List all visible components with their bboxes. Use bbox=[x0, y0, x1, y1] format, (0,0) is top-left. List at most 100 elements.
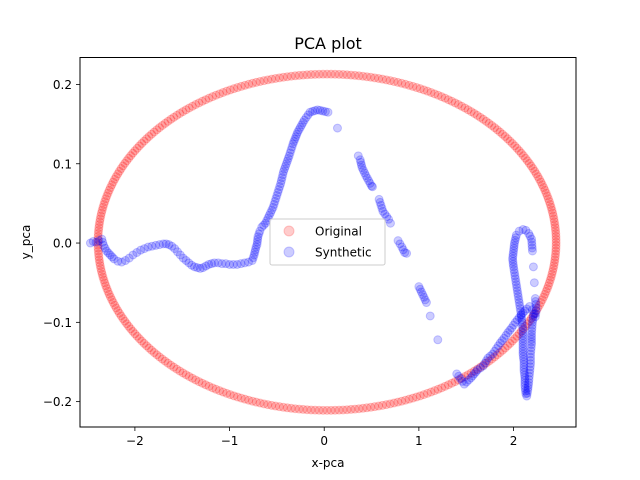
original-point bbox=[440, 381, 450, 391]
synthetic-point bbox=[286, 145, 296, 155]
original-point bbox=[194, 377, 204, 387]
synthetic-point bbox=[468, 371, 478, 381]
synthetic-point bbox=[365, 178, 375, 188]
synthetic-point bbox=[271, 193, 281, 203]
synthetic-point bbox=[164, 240, 174, 250]
original-point bbox=[187, 101, 197, 111]
synthetic-point bbox=[213, 258, 223, 268]
original-point bbox=[298, 70, 308, 80]
synthetic-point bbox=[356, 157, 366, 167]
original-point bbox=[93, 228, 103, 238]
synthetic-point bbox=[232, 259, 242, 269]
original-point bbox=[137, 138, 147, 148]
original-point bbox=[310, 405, 320, 415]
synthetic-point bbox=[425, 311, 435, 321]
synthetic-point bbox=[519, 365, 529, 375]
original-point bbox=[450, 377, 460, 387]
original-point bbox=[111, 172, 121, 182]
original-point bbox=[314, 69, 324, 79]
original-point bbox=[400, 395, 410, 405]
synthetic-point bbox=[527, 305, 537, 315]
synthetic-point bbox=[511, 230, 521, 240]
original-point bbox=[97, 205, 107, 215]
synthetic-point bbox=[485, 351, 495, 361]
y-axis-label: y_pca bbox=[19, 225, 33, 260]
synthetic-point bbox=[464, 375, 474, 385]
synthetic-point bbox=[356, 160, 366, 170]
original-point bbox=[113, 306, 123, 316]
synthetic-point bbox=[378, 206, 388, 216]
synthetic-point bbox=[527, 240, 537, 250]
original-point bbox=[350, 404, 360, 414]
original-point bbox=[533, 303, 543, 313]
synthetic-point bbox=[360, 168, 370, 178]
synthetic-point bbox=[509, 262, 519, 272]
synthetic-point bbox=[192, 263, 202, 273]
original-point bbox=[194, 98, 204, 108]
synthetic-point bbox=[509, 238, 519, 248]
x-tick-label: 1 bbox=[415, 434, 423, 448]
original-point bbox=[536, 297, 546, 307]
original-point bbox=[290, 71, 300, 81]
synthetic-point bbox=[515, 300, 525, 310]
synthetic-point bbox=[398, 245, 408, 255]
synthetic-point bbox=[190, 262, 200, 272]
original-point bbox=[103, 188, 113, 198]
synthetic-point bbox=[508, 249, 518, 259]
synthetic-point bbox=[519, 357, 529, 367]
original-point bbox=[124, 321, 134, 331]
original-point bbox=[169, 362, 179, 372]
y-tick-label: 0.2 bbox=[53, 78, 72, 92]
synthetic-point bbox=[525, 362, 535, 372]
original-point bbox=[166, 360, 176, 370]
original-point bbox=[197, 96, 207, 106]
original-point bbox=[255, 398, 265, 408]
original-point bbox=[487, 354, 497, 364]
original-point bbox=[244, 395, 254, 405]
original-point bbox=[546, 202, 556, 212]
original-point bbox=[184, 372, 194, 381]
synthetic-point bbox=[269, 199, 279, 209]
original-point bbox=[155, 352, 165, 362]
original-point bbox=[370, 402, 380, 412]
original-point bbox=[542, 284, 552, 294]
synthetic-point bbox=[247, 255, 257, 265]
synthetic-point bbox=[518, 328, 528, 338]
original-point bbox=[97, 269, 107, 279]
synthetic-point bbox=[497, 336, 507, 346]
synthetic-point bbox=[519, 368, 529, 378]
synthetic-point bbox=[184, 258, 194, 268]
original-point bbox=[548, 211, 558, 221]
original-point bbox=[163, 358, 173, 368]
original-point bbox=[208, 92, 218, 102]
synthetic-point bbox=[526, 352, 536, 362]
original-point bbox=[122, 319, 132, 329]
legend-label-synthetic: Synthetic bbox=[315, 246, 372, 260]
original-point bbox=[469, 366, 479, 376]
original-point bbox=[236, 393, 246, 403]
original-point bbox=[542, 191, 552, 201]
y-tick-label: 0.0 bbox=[53, 237, 72, 251]
original-point bbox=[498, 345, 508, 355]
original-point bbox=[422, 86, 432, 96]
synthetic-point bbox=[522, 388, 532, 398]
synthetic-point bbox=[516, 310, 526, 320]
original-point bbox=[278, 72, 288, 82]
original-point bbox=[550, 220, 560, 230]
original-point bbox=[370, 73, 380, 83]
original-point bbox=[255, 77, 265, 86]
original-point bbox=[98, 202, 108, 212]
original-point bbox=[93, 240, 103, 250]
original-point bbox=[342, 70, 352, 80]
synthetic-point bbox=[94, 236, 104, 246]
synthetic-point bbox=[531, 297, 541, 307]
synthetic-point bbox=[155, 240, 165, 250]
original-point bbox=[544, 278, 554, 288]
original-point bbox=[271, 73, 281, 83]
original-point bbox=[240, 80, 250, 90]
synthetic-point bbox=[170, 244, 180, 254]
synthetic-point bbox=[353, 151, 363, 161]
synthetic-point bbox=[303, 110, 313, 120]
original-point bbox=[110, 174, 120, 184]
original-point bbox=[128, 148, 138, 158]
